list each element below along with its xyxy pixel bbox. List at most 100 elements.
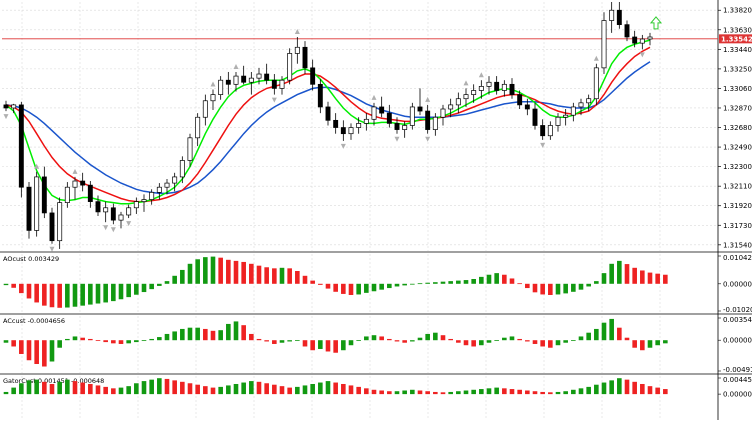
histogram-bar — [26, 283, 32, 299]
histogram-bar — [210, 256, 216, 284]
histogram-bar — [272, 384, 277, 395]
candle — [279, 76, 285, 95]
candle-body — [563, 114, 569, 118]
histogram-bars — [3, 256, 668, 308]
candle — [478, 80, 484, 99]
candle-body — [402, 125, 408, 130]
histogram-bar — [65, 283, 70, 308]
histogram-bar — [126, 283, 131, 298]
candle-body — [555, 116, 561, 126]
histogram-bar — [364, 336, 369, 341]
histogram-bar — [371, 283, 377, 292]
histogram-bar — [609, 263, 614, 284]
histogram-bar — [502, 274, 507, 284]
histogram-bar — [88, 283, 93, 305]
histogram-bar — [586, 386, 591, 395]
candle-body — [448, 104, 454, 110]
histogram-bar — [540, 391, 545, 395]
candle-body — [593, 67, 599, 100]
histogram-bar — [624, 337, 630, 341]
candle-body — [601, 20, 607, 69]
histogram-bar — [226, 385, 231, 395]
candle-body — [294, 46, 300, 54]
candle — [210, 89, 216, 111]
candle-body — [271, 79, 277, 89]
candle — [264, 63, 270, 85]
histogram-bar — [563, 391, 568, 395]
histogram-bar — [663, 340, 668, 344]
price-tick-label: 1.32870 — [723, 104, 752, 112]
candle — [486, 76, 492, 95]
fractal-up-arrow — [210, 81, 216, 87]
histogram-bar — [26, 340, 32, 361]
histogram-bar — [279, 340, 285, 343]
histogram-bar — [571, 283, 576, 292]
histogram-bar — [172, 275, 177, 284]
candle — [294, 36, 300, 64]
histogram-bar — [295, 271, 300, 284]
histogram-bar — [371, 389, 377, 395]
histogram-bar — [226, 323, 231, 341]
candle-body — [95, 201, 101, 213]
histogram-bar — [471, 389, 476, 395]
candle-body — [486, 81, 492, 87]
histogram-bar — [126, 386, 131, 395]
candle — [195, 113, 201, 147]
histogram-bar — [134, 340, 139, 343]
green-ma-line — [5, 39, 651, 205]
candle-body — [363, 118, 369, 124]
histogram-bar — [348, 283, 354, 295]
histogram-bar — [471, 340, 476, 347]
candle-body — [609, 9, 615, 21]
histogram-bar — [80, 337, 85, 341]
candle-body — [471, 90, 477, 95]
histogram-bar — [11, 340, 16, 347]
histogram-bar — [663, 274, 668, 284]
candle-body — [616, 9, 622, 25]
histogram-bar — [563, 283, 568, 294]
histogram-bar — [134, 383, 139, 395]
candle-body — [264, 73, 270, 81]
histogram-bar — [226, 259, 231, 284]
histogram-bar — [149, 379, 154, 395]
candle-body — [578, 102, 584, 108]
histogram-bar — [578, 336, 584, 341]
histogram-bar — [540, 340, 545, 347]
histogram-bar — [448, 281, 453, 284]
candle-body — [41, 176, 47, 214]
histogram-bar — [624, 379, 630, 395]
candle — [325, 101, 331, 126]
histogram-bar — [509, 278, 515, 284]
histogram-bar — [387, 391, 392, 395]
histogram-bar — [502, 388, 507, 395]
histogram-bar — [57, 381, 62, 395]
histogram-bar — [256, 381, 262, 395]
candles — [3, 2, 653, 249]
histogram-bar — [180, 328, 185, 341]
histogram-bar — [471, 278, 476, 284]
candle — [149, 189, 155, 205]
histogram-bar — [141, 381, 147, 395]
histogram-bar — [425, 391, 430, 395]
histogram-bar — [456, 280, 461, 284]
candle-body — [87, 184, 93, 202]
candle — [609, 2, 615, 33]
candle-body — [440, 108, 446, 118]
histogram-bar — [42, 381, 47, 395]
buy-signal-arrow — [649, 16, 663, 30]
histogram-bar — [555, 340, 561, 346]
histogram-bar — [356, 283, 361, 295]
candle — [417, 88, 423, 116]
candle — [601, 12, 607, 75]
candle-body — [187, 137, 193, 161]
candle-body — [386, 112, 392, 124]
candle-body — [225, 79, 231, 85]
histogram-bar — [172, 380, 177, 395]
price-tick-label: 1.32300 — [723, 163, 752, 171]
candle-body — [279, 79, 285, 89]
fractal-down-arrow — [126, 221, 132, 227]
candle-body — [26, 186, 32, 231]
candle — [501, 80, 507, 97]
candle-body — [156, 186, 162, 193]
